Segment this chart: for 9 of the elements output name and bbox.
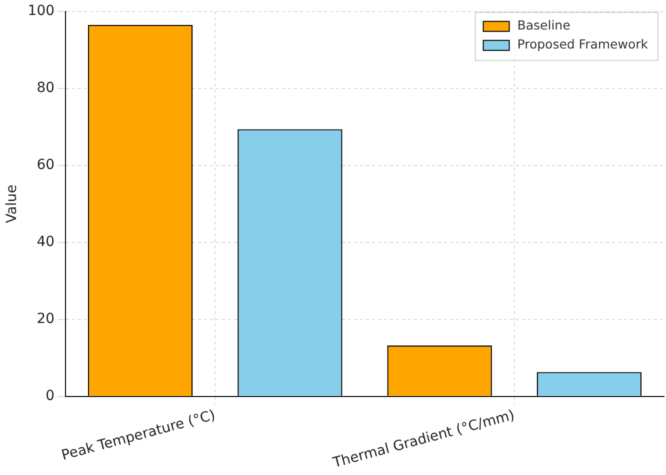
y-tick-label: 20 — [36, 310, 55, 327]
y-axis-title: Value — [4, 184, 20, 224]
y-tick-label: 80 — [36, 80, 55, 96]
legend-label: Proposed Framework — [517, 36, 649, 52]
y-tick-label: 100 — [28, 3, 55, 20]
y-tick-label: 60 — [36, 157, 55, 174]
legend-label: Baseline — [517, 18, 571, 33]
y-tick-label: 0 — [46, 388, 55, 404]
y-tick-label: 40 — [36, 234, 55, 250]
